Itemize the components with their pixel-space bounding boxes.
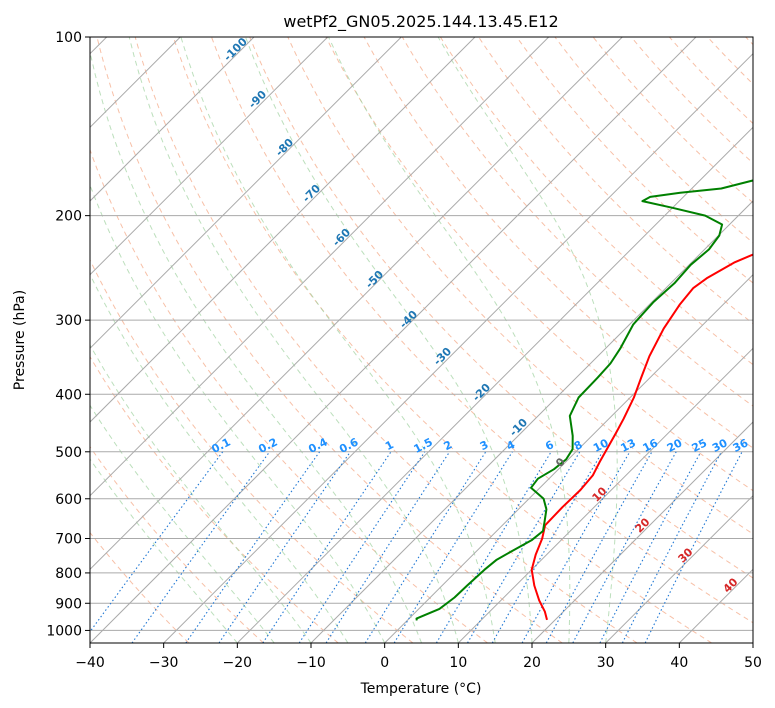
mixing-ratio-label: 16 <box>641 436 661 455</box>
x-tick-label: 50 <box>744 655 762 671</box>
isotherm <box>457 347 753 643</box>
mixing-ratio-label: 30 <box>710 436 730 455</box>
moist-adiabat <box>90 404 275 643</box>
mixing-ratio-line <box>521 451 631 643</box>
moist-adiabat <box>245 37 533 643</box>
moist-adiabat <box>90 458 238 643</box>
y-tick-label: 800 <box>55 566 82 582</box>
mixing-ratio-line <box>218 451 351 643</box>
isotherm <box>90 37 550 497</box>
isotherm <box>310 200 753 643</box>
mixing-ratio-line <box>393 451 513 643</box>
moist-adiabat <box>328 37 571 643</box>
mixing-ratio-line <box>325 451 451 643</box>
y-tick-label: 300 <box>55 313 82 329</box>
mixing-ratio-line <box>545 451 653 643</box>
dry-adiabat <box>96 37 563 643</box>
y-tick-label: 600 <box>55 492 82 508</box>
mixing-ratio-label: 25 <box>690 436 710 455</box>
isotherm <box>236 126 753 643</box>
isotherm <box>90 37 402 350</box>
dry-adiabat <box>439 37 753 366</box>
y-tick-label: 400 <box>55 387 82 403</box>
isotherm <box>163 52 753 643</box>
dry-adiabat <box>90 258 414 643</box>
dry-adiabat <box>134 37 638 643</box>
isotherm <box>90 37 329 276</box>
dry-adiabat <box>401 37 753 407</box>
moist-adiabat <box>90 273 349 643</box>
dry-adiabat <box>554 37 753 244</box>
moist-adiabat <box>90 183 386 643</box>
x-tick-label: −20 <box>223 655 253 671</box>
mixing-ratio-line <box>364 451 487 643</box>
dry-adiabat <box>325 37 753 492</box>
dewpoint-profile-line <box>415 179 753 621</box>
x-tick-label: −30 <box>149 655 179 671</box>
profile-lines <box>415 179 753 621</box>
mixing-ratio-line <box>435 451 552 643</box>
y-tick-label: 100 <box>55 30 82 46</box>
mixing-ratio-label: 20 <box>665 436 685 455</box>
moist-adiabat <box>90 344 312 643</box>
mixing-ratio-label: 13 <box>618 436 638 455</box>
y-tick-label: 900 <box>55 596 82 612</box>
background-lines <box>90 37 753 643</box>
dry-adiabat <box>211 37 753 624</box>
isotherm <box>605 494 753 643</box>
isotherm <box>531 421 753 643</box>
x-tick-label: 30 <box>597 655 615 671</box>
dry-adiabat <box>287 37 753 535</box>
x-axis-title: Temperature (°C) <box>360 681 482 697</box>
moist-adiabat <box>437 37 618 643</box>
y-tick-label: 500 <box>55 445 82 461</box>
plot-frame <box>89 36 754 644</box>
x-tick-label: 0 <box>380 655 389 671</box>
dry-adiabat <box>249 37 753 579</box>
mixing-ratio-line <box>467 451 581 643</box>
mixing-ratio-line <box>491 451 603 643</box>
x-tick-label: 20 <box>523 655 541 671</box>
mixing-ratio-line <box>185 451 321 643</box>
mixing-ratio-line <box>572 451 677 643</box>
mixing-ratio-label: 36 <box>731 436 751 455</box>
y-tick-label: 200 <box>55 209 82 225</box>
isotherm <box>90 37 623 571</box>
dry-adiabat <box>90 531 190 643</box>
temperature-profile-line <box>530 253 753 621</box>
isotherm <box>90 37 255 202</box>
moist-adiabat <box>128 37 459 643</box>
y-axis-title: Pressure (hPa) <box>12 290 28 390</box>
x-tick-label: −40 <box>75 655 105 671</box>
mixing-ratio-line <box>131 451 271 643</box>
x-tick-label: −10 <box>296 655 326 671</box>
y-tick-label: 1000 <box>46 623 82 639</box>
chart-title: wetPf2_GN05.2025.144.13.45.E12 <box>283 12 558 32</box>
isotherm <box>90 37 476 423</box>
isotherm <box>384 273 753 643</box>
mixing-ratio-label: 10 <box>591 436 611 455</box>
axes: −40 −30 −20 −10 0 10 20 30 40 50 100 200 300 400 500 60… <box>46 30 762 671</box>
y-tick-label: 700 <box>55 532 82 548</box>
moist-adiabat <box>180 37 496 643</box>
moist-adiabat <box>90 49 422 643</box>
x-tick-label: 10 <box>449 655 467 671</box>
isotherm <box>90 37 697 643</box>
x-tick-label: 40 <box>670 655 688 671</box>
